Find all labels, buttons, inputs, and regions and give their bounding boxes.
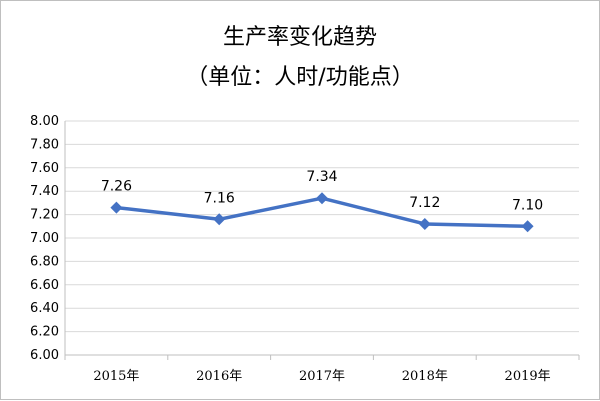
data-point-marker [521,220,534,233]
x-tick-label: 2016年 [196,369,242,384]
chart-title: 生产率变化趋势 [222,25,377,50]
data-label: 7.34 [306,169,337,185]
y-tick-label: 7.80 [30,137,59,152]
y-tick-label: 7.20 [30,208,59,223]
y-tick-label: 7.00 [30,231,59,246]
y-tick-label: 6.80 [30,254,59,269]
y-tick-label: 6.40 [30,301,59,316]
data-point-marker [418,217,431,230]
y-tick-label: 6.20 [30,325,59,340]
data-label: 7.12 [409,195,440,211]
y-tick-label: 6.60 [30,278,59,293]
data-label: 7.10 [512,197,543,213]
y-tick-label: 6.00 [30,348,59,363]
x-tick-label: 2015年 [93,369,139,384]
y-tick-label: 7.40 [30,184,59,199]
y-tick-label: 8.00 [30,114,59,129]
chart-subtitle: （单位：人时/功能点） [186,65,414,90]
x-tick-label: 2019年 [505,369,551,384]
data-label: 7.26 [101,179,132,195]
y-tick-label: 7.60 [30,161,59,176]
data-label: 7.16 [204,190,235,206]
x-tick-label: 2018年 [402,369,448,384]
data-point-marker [110,201,123,214]
data-point-marker [213,213,226,226]
x-tick-label: 2017年 [299,369,345,384]
data-point-marker [316,192,328,205]
